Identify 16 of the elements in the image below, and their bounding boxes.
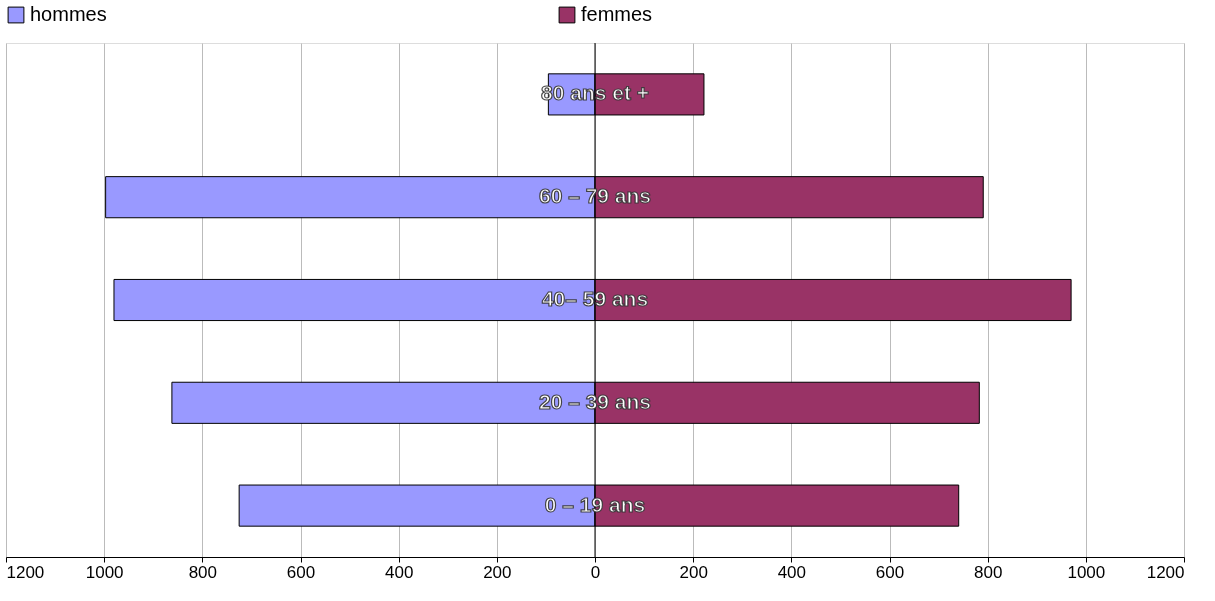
legend-label: femmes <box>581 3 653 25</box>
legend-label: hommes <box>30 3 107 25</box>
x-tick-label: 600 <box>875 562 905 582</box>
x-tick-label: 600 <box>286 562 316 582</box>
x-tick-label: 1000 <box>85 562 124 582</box>
x-tick-label: 200 <box>679 562 708 582</box>
x-tick-label: 1200 <box>1146 562 1185 582</box>
x-tick-label: 0 <box>590 562 601 582</box>
x-tick-label: 400 <box>777 562 807 582</box>
x-tick-label: 800 <box>973 562 1003 582</box>
x-tick-label: 400 <box>384 562 414 582</box>
x-tick-label: 800 <box>188 562 218 582</box>
x-tick-label: 200 <box>483 562 512 582</box>
y-tick-label: 40– 59 ans <box>541 287 649 310</box>
x-tick-label: 1200 <box>6 562 45 582</box>
x-tick-label: 1000 <box>1067 562 1106 582</box>
